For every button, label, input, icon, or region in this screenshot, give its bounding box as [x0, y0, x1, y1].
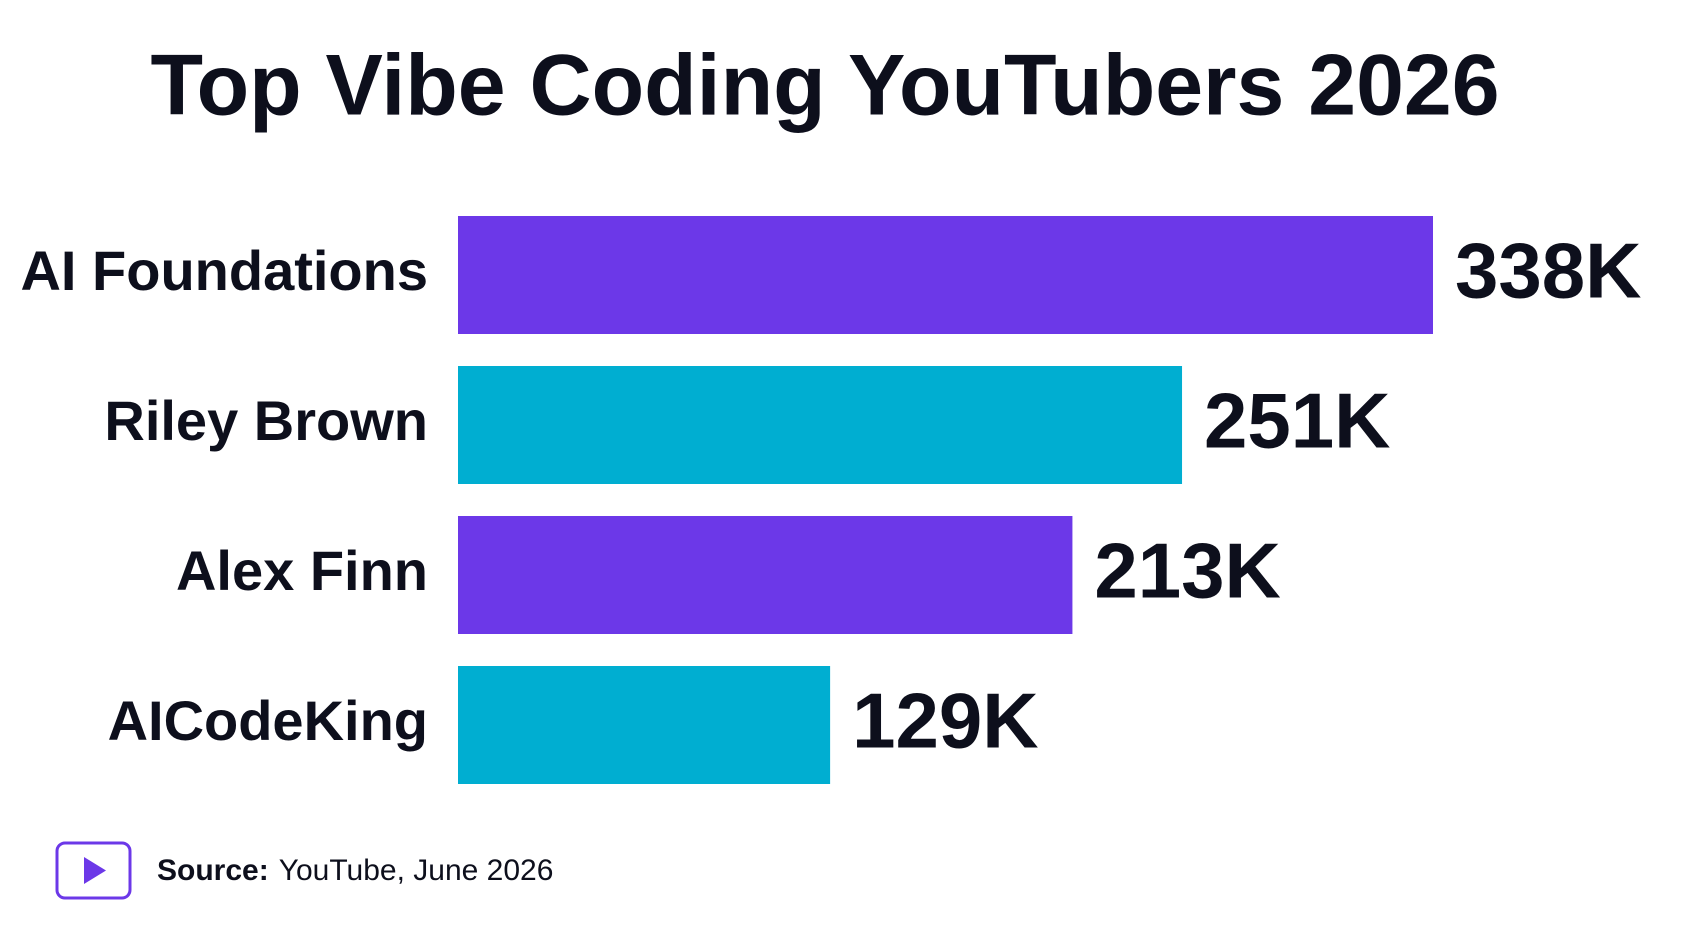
value-label: 251K	[1204, 377, 1390, 465]
bar	[458, 216, 1433, 334]
source-label: Source:	[157, 854, 269, 887]
play-icon	[84, 857, 106, 884]
category-label: AI Foundations	[20, 239, 428, 302]
bar	[458, 516, 1073, 634]
bar	[458, 666, 831, 784]
source: Source: YouTube, June 2026	[157, 854, 553, 887]
chart-title: Top Vibe Coding YouTubers 2026	[150, 38, 1499, 134]
category-label: AICodeKing	[108, 689, 428, 752]
value-label: 338K	[1455, 227, 1641, 315]
source-text: YouTube, June 2026	[279, 854, 554, 887]
value-label: 129K	[852, 677, 1038, 765]
category-label: Alex Finn	[176, 539, 428, 602]
category-label: Riley Brown	[104, 389, 428, 452]
bar	[458, 366, 1183, 484]
source-icon	[55, 841, 132, 900]
value-label: 213K	[1094, 527, 1280, 615]
